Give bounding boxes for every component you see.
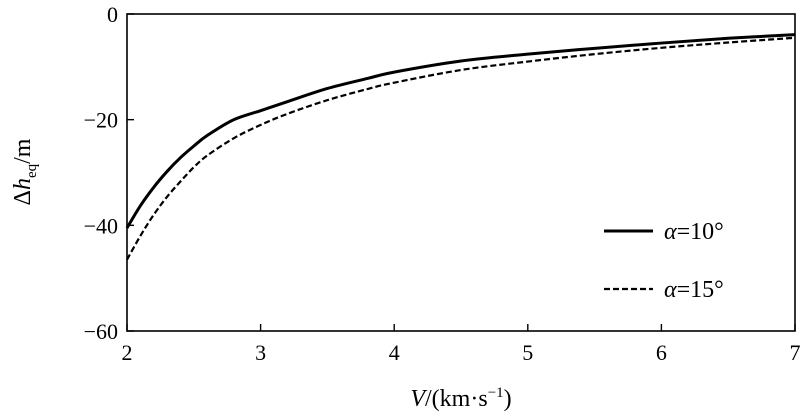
y-axis-label-sub: eq [24, 163, 40, 178]
series-line-1 [125, 33, 796, 229]
x-axis-label: V/(km·s−1) [410, 385, 511, 412]
legend: α=10° α=15° [604, 219, 724, 303]
y-tick-label: 0 [107, 2, 118, 27]
x-axis-label-unit-exp: −1 [488, 385, 504, 401]
legend-label-1: α=10° [664, 219, 724, 245]
y-axis-label: Δheq/m [10, 138, 40, 205]
x-axis-ticks: 2 3 4 5 6 7 [122, 324, 800, 365]
plot-frame [126, 13, 796, 332]
series-layer [125, 33, 796, 261]
y-axis-label-delta: Δ [10, 190, 36, 205]
y-axis-label-unit: /m [10, 138, 36, 164]
y-tick-label: −40 [84, 213, 118, 238]
y-tick-label: −60 [84, 319, 118, 344]
x-tick-label: 4 [389, 340, 400, 365]
x-tick-label: 5 [522, 340, 533, 365]
x-tick-label: 2 [122, 340, 133, 365]
x-tick-label: 7 [790, 340, 800, 365]
x-axis-label-var: V [410, 386, 427, 412]
x-axis-label-unit-prefix: /(km·s [425, 386, 488, 412]
y-axis-label-var: h [10, 178, 36, 190]
series-line-2 [126, 36, 796, 261]
x-axis-label-unit-suffix: ) [504, 386, 512, 412]
y-axis-ticks: 0 −20 −40 −60 [84, 2, 134, 344]
x-tick-label: 3 [255, 340, 266, 365]
legend-label-2: α=15° [664, 277, 724, 303]
x-tick-label: 6 [656, 340, 667, 365]
y-tick-label: −20 [84, 108, 118, 133]
